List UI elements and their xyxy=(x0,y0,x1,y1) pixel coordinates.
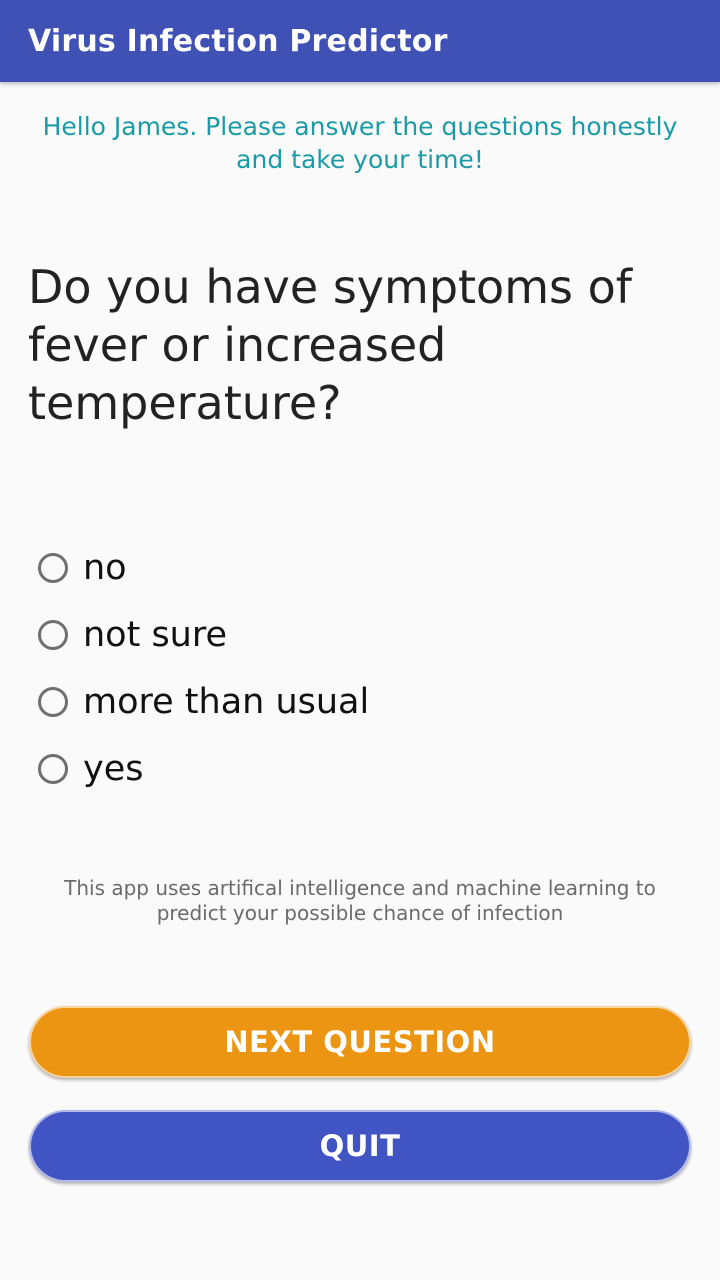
option-label[interactable]: not sure xyxy=(83,614,228,655)
app-title: Virus Infection Predictor xyxy=(28,23,448,59)
radio-button-icon[interactable] xyxy=(38,619,68,650)
option-more-than-usual[interactable]: more than usual xyxy=(38,668,678,735)
app-bar: Virus Infection Predictor xyxy=(0,0,720,82)
option-yes[interactable]: yes xyxy=(38,735,678,802)
disclaimer-text: This app uses artifical intelligence and… xyxy=(64,876,656,925)
greeting-text: Hello James. Please answer the questions… xyxy=(42,112,678,174)
quit-button[interactable]: QUIT xyxy=(29,1110,691,1182)
radio-button-icon[interactable] xyxy=(38,552,68,583)
next-question-button[interactable]: NEXT QUESTION xyxy=(29,1006,691,1078)
question-text: Do you have symptoms of fever or increas… xyxy=(28,260,632,430)
option-no[interactable]: no xyxy=(38,534,678,601)
option-label[interactable]: yes xyxy=(83,748,144,789)
option-label[interactable]: more than usual xyxy=(83,681,370,722)
radio-button-icon[interactable] xyxy=(38,753,68,784)
answer-options: no not sure more than usual yes xyxy=(38,534,678,802)
radio-button-icon[interactable] xyxy=(38,686,68,717)
option-label[interactable]: no xyxy=(83,547,127,588)
option-not-sure[interactable]: not sure xyxy=(38,601,678,668)
